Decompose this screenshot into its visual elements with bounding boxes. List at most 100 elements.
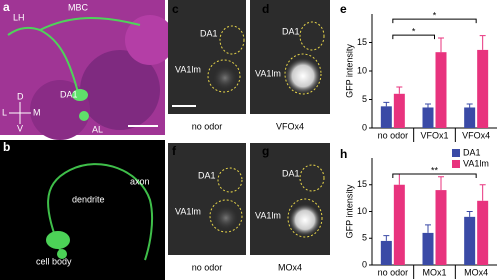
y-tick-label: 15	[357, 37, 367, 47]
panel-f: f DA1 VA1lm no odor	[168, 143, 246, 272]
bar	[477, 49, 489, 128]
x-tick-label: VFOx1	[420, 130, 448, 140]
glomerulus-label: DA1	[198, 170, 216, 180]
error-bar	[466, 211, 473, 217]
error-bar	[383, 101, 390, 107]
y-axis-label: GFP intensity	[344, 44, 354, 98]
x-tick-label: MOx1	[422, 267, 446, 277]
glomerulus-label: DA1	[282, 26, 300, 36]
panel-a: a LH MBC DA1 AL D V L M	[0, 0, 175, 140]
bar	[422, 232, 434, 265]
panel-label: b	[3, 140, 10, 154]
significance-bracket	[392, 173, 477, 179]
glomerulus-signal	[213, 66, 237, 90]
annotation: cell body	[36, 256, 72, 266]
glomerulus-label: VA1lm	[255, 68, 281, 78]
y-tick-label: 0	[362, 259, 367, 269]
glomerulus-signal	[285, 58, 321, 94]
error-bar	[479, 184, 486, 201]
error-bar	[396, 86, 403, 94]
annotation: V	[17, 123, 23, 133]
roi	[209, 199, 243, 233]
roi	[287, 198, 323, 238]
tissue	[80, 50, 160, 130]
annotation: M	[33, 107, 41, 117]
annotation: LH	[13, 12, 25, 22]
neuron-dendrite	[72, 89, 88, 101]
y-tick-label: 10	[357, 65, 367, 75]
panel-g: g DA1 VA1lm MOx4	[250, 143, 330, 272]
bar	[435, 190, 447, 265]
annotation: D	[17, 91, 24, 101]
significance-label: *	[412, 26, 416, 36]
y-tick-label: 15	[357, 179, 367, 189]
error-bar	[438, 176, 444, 191]
bar	[393, 184, 405, 265]
caption: no odor	[192, 262, 223, 272]
y-tick-label: 0	[362, 122, 367, 132]
glomerulus-label: VA1lm	[175, 64, 201, 74]
cell-body	[79, 111, 89, 121]
bar	[464, 107, 476, 128]
y-tick-label: 5	[362, 233, 367, 243]
error-bar	[425, 103, 431, 108]
glomerulus-label: DA1	[200, 28, 218, 38]
image-f	[168, 143, 246, 255]
panel-label: d	[262, 2, 269, 16]
roi	[284, 53, 322, 95]
annotation: MBC	[68, 2, 89, 12]
neuron	[47, 163, 154, 261]
legend-swatch	[452, 149, 460, 157]
bar	[435, 52, 447, 128]
roi	[299, 164, 325, 192]
glomerulus-label: VA1lm	[255, 210, 281, 220]
x-tick-label: MOx4	[464, 267, 488, 277]
panel-label: a	[3, 0, 10, 14]
caption: VFOx4	[276, 121, 304, 131]
glomerulus-signal	[214, 206, 238, 230]
bar	[477, 200, 489, 265]
bar	[422, 107, 434, 128]
bar	[380, 106, 392, 128]
significance-bracket	[392, 34, 435, 40]
annotation: DA1	[60, 89, 78, 99]
caption: MOx4	[278, 262, 302, 272]
image-g	[250, 143, 330, 255]
significance-label: **	[431, 165, 439, 175]
x-tick-label: no odor	[378, 130, 409, 140]
significance-bracket	[392, 18, 477, 24]
roi	[217, 167, 243, 193]
panel-label: e	[340, 2, 347, 16]
legend-label: DA1	[463, 147, 481, 157]
caption: no odor	[192, 121, 223, 131]
image-d	[250, 0, 330, 114]
panel-b: b dendrite axon cell body	[0, 140, 165, 280]
dendrite	[46, 231, 70, 249]
error-bar	[479, 35, 486, 50]
roi	[299, 21, 325, 51]
annotation: L	[2, 107, 7, 117]
cell-body	[57, 249, 67, 259]
bar	[380, 240, 392, 265]
x-tick-label: no odor	[378, 267, 409, 277]
y-axis-label: GFP intensity	[344, 184, 354, 238]
panel-label: f	[172, 144, 177, 158]
error-bar	[466, 103, 473, 108]
annotation: dendrite	[72, 194, 105, 204]
error-bar	[425, 224, 431, 233]
legend-label: VA1lm	[463, 158, 489, 168]
y-tick-label: 10	[357, 206, 367, 216]
bar	[464, 216, 476, 265]
panel-c: c DA1 VA1lm no odor	[168, 0, 246, 131]
tissue	[125, 15, 175, 65]
annotation: AL	[92, 124, 103, 134]
roi	[207, 59, 241, 93]
error-bar	[396, 173, 403, 185]
roi	[219, 25, 245, 55]
error-bar	[383, 235, 390, 241]
panel-label: c	[172, 2, 179, 16]
significance-label: *	[433, 11, 437, 21]
image-b	[0, 140, 165, 280]
annotation: axon	[130, 176, 150, 186]
